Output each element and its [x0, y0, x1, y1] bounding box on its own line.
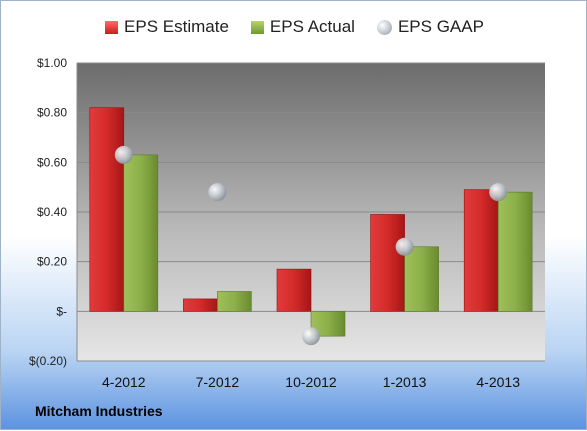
y-tick-label: $0.20 — [37, 255, 67, 269]
point-gaap — [208, 183, 227, 202]
legend-item-actual: EPS Actual — [250, 17, 355, 37]
x-tick-label: 1-2013 — [383, 374, 427, 390]
bar-actual — [497, 191, 533, 312]
gaap-swatch — [376, 19, 392, 35]
bar-estimate — [463, 189, 499, 312]
bar-estimate — [370, 214, 405, 312]
x-tick-label: 7-2012 — [196, 374, 240, 390]
point-gaap — [395, 237, 414, 256]
estimate-swatch — [105, 20, 119, 34]
bar-estimate — [183, 298, 218, 312]
y-tick-label: $1.00 — [37, 56, 67, 70]
bar-estimate — [276, 268, 312, 312]
y-tick-label: $0.60 — [37, 155, 67, 169]
x-tick-label: 4-2012 — [102, 374, 146, 390]
y-tick-label: $0.80 — [37, 106, 67, 120]
company-name: Mitcham Industries — [35, 403, 163, 419]
legend-label-estimate: EPS Estimate — [124, 17, 229, 36]
point-gaap — [114, 145, 133, 164]
x-tick-label: 4-2013 — [476, 374, 520, 390]
actual-swatch — [250, 20, 264, 34]
legend-item-gaap: EPS GAAP — [376, 17, 484, 37]
bar-actual — [404, 246, 439, 312]
legend: EPS Estimate EPS Actual EPS GAAP — [1, 17, 587, 37]
point-gaap — [489, 183, 508, 202]
bar-actual — [123, 154, 159, 312]
y-tick-label: $(0.20) — [29, 354, 67, 368]
y-tick-label: $- — [56, 304, 67, 318]
bar-estimate — [89, 107, 125, 312]
legend-label-actual: EPS Actual — [269, 17, 355, 36]
x-tick-label: 10-2012 — [285, 374, 337, 390]
point-gaap — [302, 327, 320, 346]
legend-label-gaap: EPS GAAP — [397, 17, 484, 36]
y-tick-label: $0.40 — [37, 205, 67, 219]
bar-actual — [217, 291, 252, 312]
legend-item-estimate: EPS Estimate — [105, 17, 229, 37]
